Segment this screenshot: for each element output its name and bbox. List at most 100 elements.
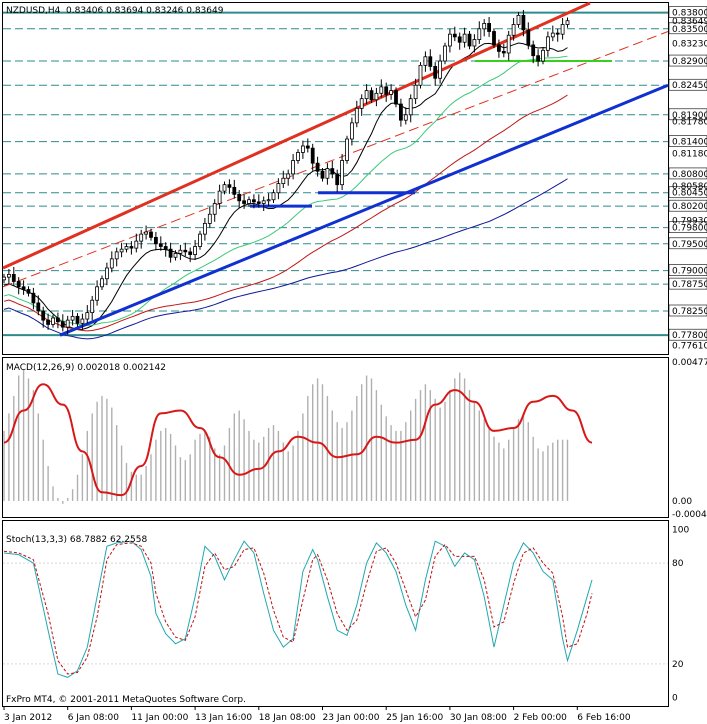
candle-body <box>438 60 443 79</box>
copyright: FxPro MT4, © 2001-2011 MetaQuotes Softwa… <box>6 695 246 705</box>
candle-body <box>550 32 555 38</box>
candle-body <box>384 86 389 95</box>
time-tick-label: 30 Jan 08:00 <box>450 713 507 723</box>
candle-body <box>217 190 222 204</box>
candle-body <box>374 92 379 101</box>
time-tick-label: 18 Jan 08:00 <box>259 713 316 723</box>
macd-tick-label: 0.00477 <box>672 358 707 368</box>
candle-body <box>359 98 364 109</box>
candle-body <box>85 312 90 320</box>
price-level-label: 0.79800 <box>672 224 707 234</box>
macd-tick-label: -0.00044 <box>672 510 707 520</box>
time-tick-label: 23 Jan 00:00 <box>323 713 380 723</box>
stoch-tick-label: 20 <box>672 660 684 670</box>
candle-body <box>261 200 266 204</box>
candle-body <box>178 249 183 254</box>
candle-body <box>183 249 188 253</box>
channel-mid-red-dashed <box>2 31 669 288</box>
candle-body <box>173 253 178 258</box>
candle-body <box>472 39 477 47</box>
price-level-label-box <box>668 6 707 18</box>
candle-body <box>325 168 330 179</box>
price-level-label-box <box>668 264 707 276</box>
candle-body <box>193 246 198 255</box>
candle-body <box>428 56 433 67</box>
price-tick-label: 0.83649 <box>672 17 707 27</box>
candle-body <box>467 33 472 47</box>
time-tick-label: 13 Jan 16:00 <box>195 713 252 723</box>
candle-body <box>506 34 511 54</box>
candle-body <box>487 23 492 32</box>
candle-body <box>496 44 501 52</box>
candle-body <box>114 251 119 260</box>
ma-green-line <box>3 55 568 326</box>
price-level-label-box <box>668 199 707 212</box>
candle-body <box>477 28 482 40</box>
price-level-label-box <box>668 304 707 317</box>
price-panel <box>2 1 669 340</box>
candle-body <box>398 103 403 121</box>
time-tick-label: 3 Jan 2012 <box>4 713 52 723</box>
candle-body <box>212 203 217 215</box>
time-tick-label: 6 Jan 08:00 <box>68 713 120 723</box>
price-level-label: 0.77800 <box>672 331 707 341</box>
candle-body <box>526 29 531 46</box>
candle-body <box>129 246 134 249</box>
candle-body <box>418 64 423 86</box>
price-level-label-box <box>668 78 707 91</box>
candle-body <box>276 183 281 194</box>
candle-body <box>46 319 50 325</box>
candle-body <box>70 315 75 321</box>
candle-body <box>256 201 261 204</box>
price-level-label: 0.81400 <box>672 138 707 148</box>
price-level-label: 0.80800 <box>672 170 707 180</box>
candle-body <box>300 145 305 153</box>
candle-body <box>163 246 168 250</box>
price-tick-label: 0.81180 <box>672 150 707 160</box>
price-level-label-box <box>668 277 707 290</box>
time-tick-label: 6 Feb 16:00 <box>577 713 631 723</box>
candle-body <box>149 231 153 238</box>
candle-body <box>320 170 325 179</box>
candle-body <box>207 213 212 224</box>
price-tick-label: 0.83230 <box>672 39 707 49</box>
candle-body <box>158 243 163 247</box>
price-level-label: 0.79500 <box>672 240 707 250</box>
candle-body <box>237 193 242 202</box>
price-level-label: 0.81900 <box>672 111 707 121</box>
candle-body <box>168 248 173 258</box>
macd-tick-label: 0.00 <box>672 497 692 507</box>
candle-body <box>536 55 540 62</box>
time-tick-label: 25 Jan 16:00 <box>386 713 443 723</box>
candle-body <box>109 258 114 269</box>
candle-body <box>198 233 202 247</box>
candle-body <box>271 192 276 201</box>
stoch-tick-label: 100 <box>672 525 689 535</box>
candle-body <box>56 317 60 323</box>
candle-body <box>379 86 384 94</box>
macd-panel <box>3 369 593 504</box>
candle-body <box>443 45 447 62</box>
candle-body <box>16 281 21 288</box>
stoch-tick-label: 0 <box>672 694 678 704</box>
candle-body <box>21 286 26 290</box>
stoch-signal-line <box>3 542 593 675</box>
candle-body <box>354 107 359 124</box>
candle-body <box>310 147 315 164</box>
candle-body <box>541 49 545 62</box>
candle-body <box>447 33 452 47</box>
candle-body <box>51 317 55 325</box>
candle-body <box>305 145 310 149</box>
candle-body <box>188 251 193 255</box>
price-level-label: 0.80200 <box>672 202 707 212</box>
price-panel-title: NZDUSD,H4 <box>6 6 61 16</box>
candle-body <box>345 138 349 161</box>
candle-body <box>281 177 286 185</box>
stoch-panel-title: Stoch(13,3,3) 68.7882 62.2558 <box>6 535 147 545</box>
price-level-label-box <box>668 54 707 67</box>
candle-body <box>291 160 296 175</box>
price-level-label-box <box>668 22 707 35</box>
candle-body <box>286 173 291 179</box>
candle-body <box>75 315 80 324</box>
